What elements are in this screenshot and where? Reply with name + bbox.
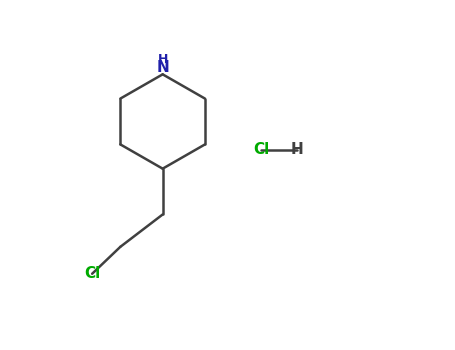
Text: Cl: Cl	[253, 142, 269, 157]
Text: Cl: Cl	[84, 266, 100, 281]
Text: N: N	[156, 60, 169, 75]
Text: H: H	[157, 53, 168, 66]
Text: H: H	[290, 142, 303, 157]
